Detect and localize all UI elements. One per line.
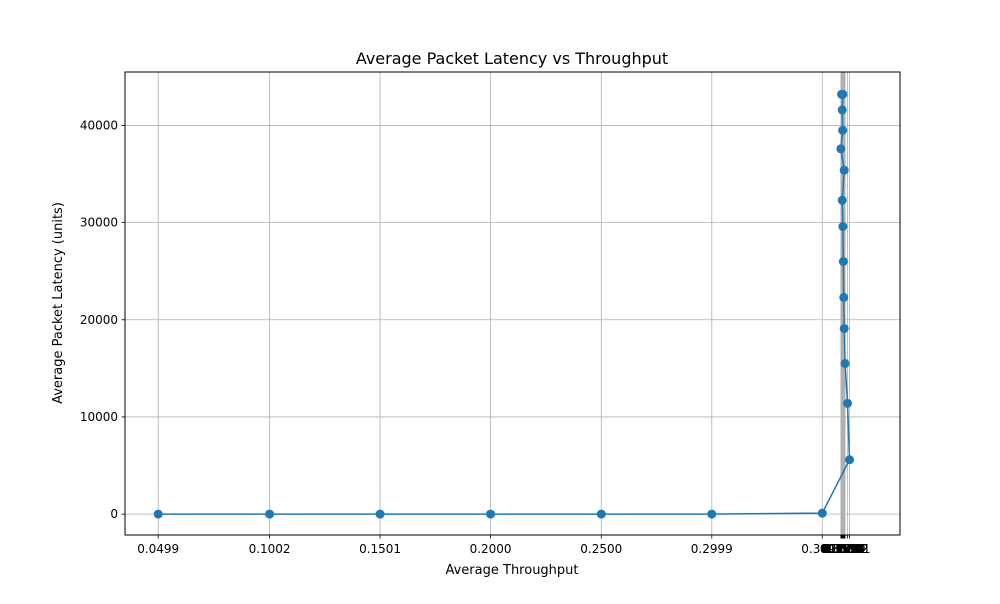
x-tick-label: 0.0499: [137, 542, 179, 556]
x-tick-label: 0.3593: [822, 542, 864, 556]
x-tick-label: 0.3584: [820, 542, 862, 556]
data-point: [840, 359, 850, 369]
data-point: [839, 165, 849, 175]
x-tick-label: 0.2000: [470, 542, 512, 556]
x-tick-label: 0.3498: [801, 542, 843, 556]
x-tick-label: 0.3586: [821, 542, 863, 556]
x-tick-label: 0.2999: [691, 542, 733, 556]
data-point: [486, 509, 496, 519]
y-tick-label: 40000: [80, 118, 118, 132]
y-tick-label: 10000: [80, 410, 118, 424]
data-point: [265, 509, 275, 519]
data-point: [839, 292, 849, 302]
x-tick-label: 0.1002: [249, 542, 291, 556]
plot-area-frame: [124, 71, 901, 536]
x-tick-label: 0.3599: [824, 542, 866, 556]
data-point: [375, 509, 385, 519]
y-tick-label: 20000: [80, 313, 118, 327]
x-tick-label: 0.3595: [823, 542, 865, 556]
data-point: [843, 398, 853, 408]
x-tick-label: 0.3591: [822, 542, 864, 556]
x-tick-label: 0.3597: [823, 542, 865, 556]
x-tick-label: 0.3612: [827, 542, 869, 556]
data-point: [836, 144, 846, 154]
x-tick-label: 0.3585: [821, 542, 863, 556]
data-point: [839, 324, 849, 334]
data-point: [838, 256, 848, 266]
data-point: [837, 195, 847, 205]
x-tick-label: 0.3621: [829, 542, 871, 556]
data-point: [837, 89, 847, 99]
data-point: [845, 455, 855, 465]
x-axis-label: Average Throughput: [445, 563, 578, 578]
x-tick-label: 0.3587: [821, 542, 863, 556]
y-tick-label: 0: [110, 507, 118, 521]
x-tick-label: 0.3582: [820, 542, 862, 556]
x-tick-label: 0.2500: [580, 542, 622, 556]
data-point: [838, 125, 848, 135]
x-tick-label: 0.3601: [824, 542, 866, 556]
x-tick-label: 0.1501: [359, 542, 401, 556]
x-tick-label: 0.3590: [822, 542, 864, 556]
data-point: [707, 509, 717, 519]
data-point: [153, 509, 163, 519]
y-axis-label: Average Packet Latency (units): [51, 202, 66, 404]
series-line: [158, 93, 851, 515]
chart-title: Average Packet Latency vs Throughput: [356, 49, 668, 68]
data-point: [837, 105, 847, 115]
y-tick-label: 30000: [80, 216, 118, 230]
x-tick-label: 0.3588: [821, 542, 863, 556]
data-point: [838, 221, 848, 231]
data-point: [817, 508, 827, 518]
tick-layer: 0.0499 0.1002 0.1501 0.2000 0.2500 0.2999 0.34…: [80, 118, 871, 556]
data-point: [596, 509, 606, 519]
series-layer: [153, 89, 855, 519]
